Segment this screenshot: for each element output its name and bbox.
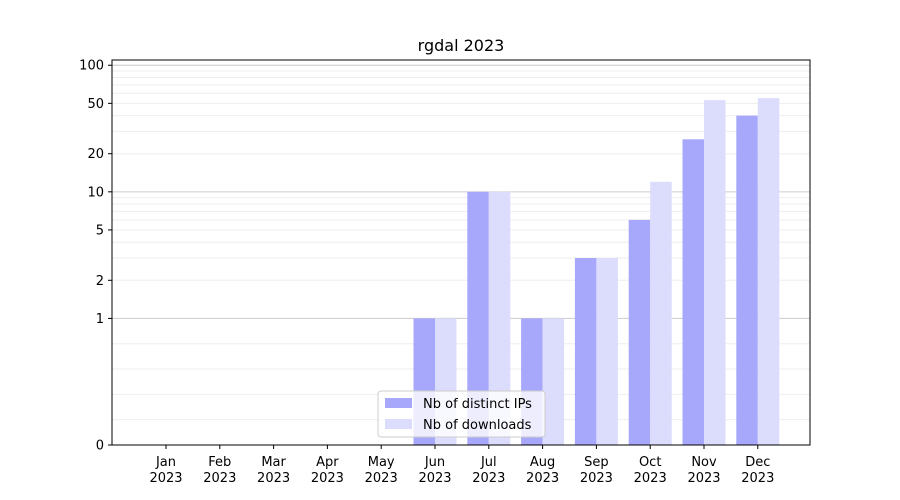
x-tick-label-year: 2023 (741, 471, 774, 486)
x-tick-label-year: 2023 (418, 471, 451, 486)
y-tick-label: 1 (96, 312, 104, 327)
x-axis: Jan2023Feb2023Mar2023Apr2023May2023Jun20… (149, 445, 774, 486)
bar-downloads-aug (542, 318, 565, 445)
y-tick-label: 2 (96, 274, 104, 289)
bar-downloads-oct (650, 181, 672, 445)
y-tick-label: 0 (96, 439, 104, 454)
x-tick-label-month: Oct (639, 455, 661, 470)
chart-title: rgdal 2023 (418, 36, 505, 55)
y-axis: 0 1 2 5 10 20 50 100 (79, 59, 112, 454)
y-tick-label: 10 (87, 185, 104, 200)
x-tick-label-year: 2023 (580, 471, 613, 486)
x-tick-label-year: 2023 (311, 471, 344, 486)
legend-box (377, 390, 546, 438)
x-tick-label-month: Jun (424, 455, 445, 470)
x-tick-label-year: 2023 (203, 471, 236, 486)
legend: Nb of distinct IPs Nb of downloads (377, 390, 546, 438)
y-tick-label: 20 (87, 147, 104, 162)
y-tick-label: 5 (96, 223, 104, 238)
x-tick-label-month: Feb (208, 455, 231, 470)
x-tick-label-year: 2023 (257, 471, 290, 486)
x-tick-label-month: Jan (155, 455, 176, 470)
bar-distinct-ips-jul (467, 191, 489, 445)
bar-downloads-dec (757, 98, 780, 445)
x-tick-label-month: Mar (261, 455, 286, 470)
bar-downloads-jul (488, 191, 511, 445)
x-tick-label-year: 2023 (526, 471, 559, 486)
bar-distinct-ips-nov (682, 139, 704, 445)
x-tick-label-month: Aug (530, 455, 555, 470)
legend-swatch-downloads (385, 419, 412, 429)
x-tick-label-year: 2023 (687, 471, 720, 486)
x-tick-label-month: Apr (316, 455, 339, 470)
bar-downloads-nov (704, 100, 726, 445)
x-tick-label-year: 2023 (472, 471, 505, 486)
bar-distinct-ips-dec (736, 115, 758, 445)
y-tick-label: 100 (79, 59, 104, 74)
bar-distinct-ips-oct (628, 219, 651, 445)
plot-frame (111, 59, 811, 446)
x-tick-label-year: 2023 (365, 471, 398, 486)
bar-distinct-ips-sep (574, 258, 597, 445)
legend-swatch-distinct-ips (385, 398, 412, 408)
x-tick-label-month: May (368, 455, 395, 470)
bar-downloads-sep (596, 258, 618, 445)
legend-label-distinct-ips: Nb of distinct IPs (423, 397, 532, 412)
x-tick-label-year: 2023 (634, 471, 667, 486)
x-tick-label-month: Dec (745, 455, 770, 470)
legend-label-downloads: Nb of downloads (423, 418, 532, 433)
x-tick-label-year: 2023 (149, 471, 182, 486)
x-tick-label-month: Sep (584, 455, 609, 470)
x-tick-label-month: Jul (480, 455, 497, 470)
x-tick-label-month: Nov (691, 455, 717, 470)
y-tick-label: 50 (87, 97, 104, 112)
